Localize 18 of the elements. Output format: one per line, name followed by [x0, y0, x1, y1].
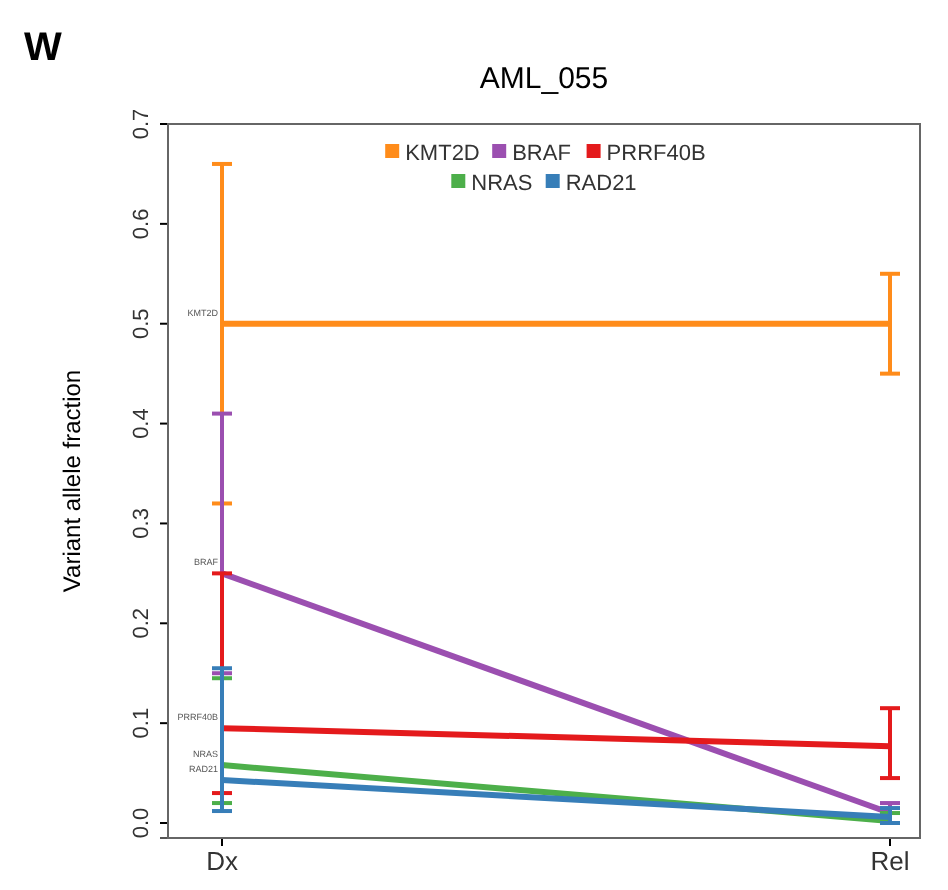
y-tick-label: 0.5 [129, 308, 154, 340]
y-tick-label: 0.3 [129, 508, 154, 539]
y-tick-label: 0.0 [129, 807, 154, 839]
x-tick-label: Rel [870, 846, 910, 877]
y-tick-label: 0.6 [129, 208, 154, 240]
legend-label: PRRF40B [606, 141, 706, 166]
text: W [24, 26, 62, 70]
y-axis-title: Variant allele fraction [58, 369, 86, 593]
y-tick-label: 0.7 [129, 108, 154, 140]
y-tick-label: 0.2 [129, 608, 154, 639]
legend-label: RAD21 [565, 171, 637, 196]
legend-label: KMT2D [405, 141, 480, 166]
x-tick-label: Dx [206, 846, 239, 877]
y-tick-label: 0.4 [129, 408, 154, 439]
y-tick-label: 0.1 [129, 707, 154, 739]
chart-title: AML_055 [479, 62, 609, 96]
legend-label: NRAS [471, 171, 533, 196]
legend-label: BRAF [512, 141, 572, 166]
